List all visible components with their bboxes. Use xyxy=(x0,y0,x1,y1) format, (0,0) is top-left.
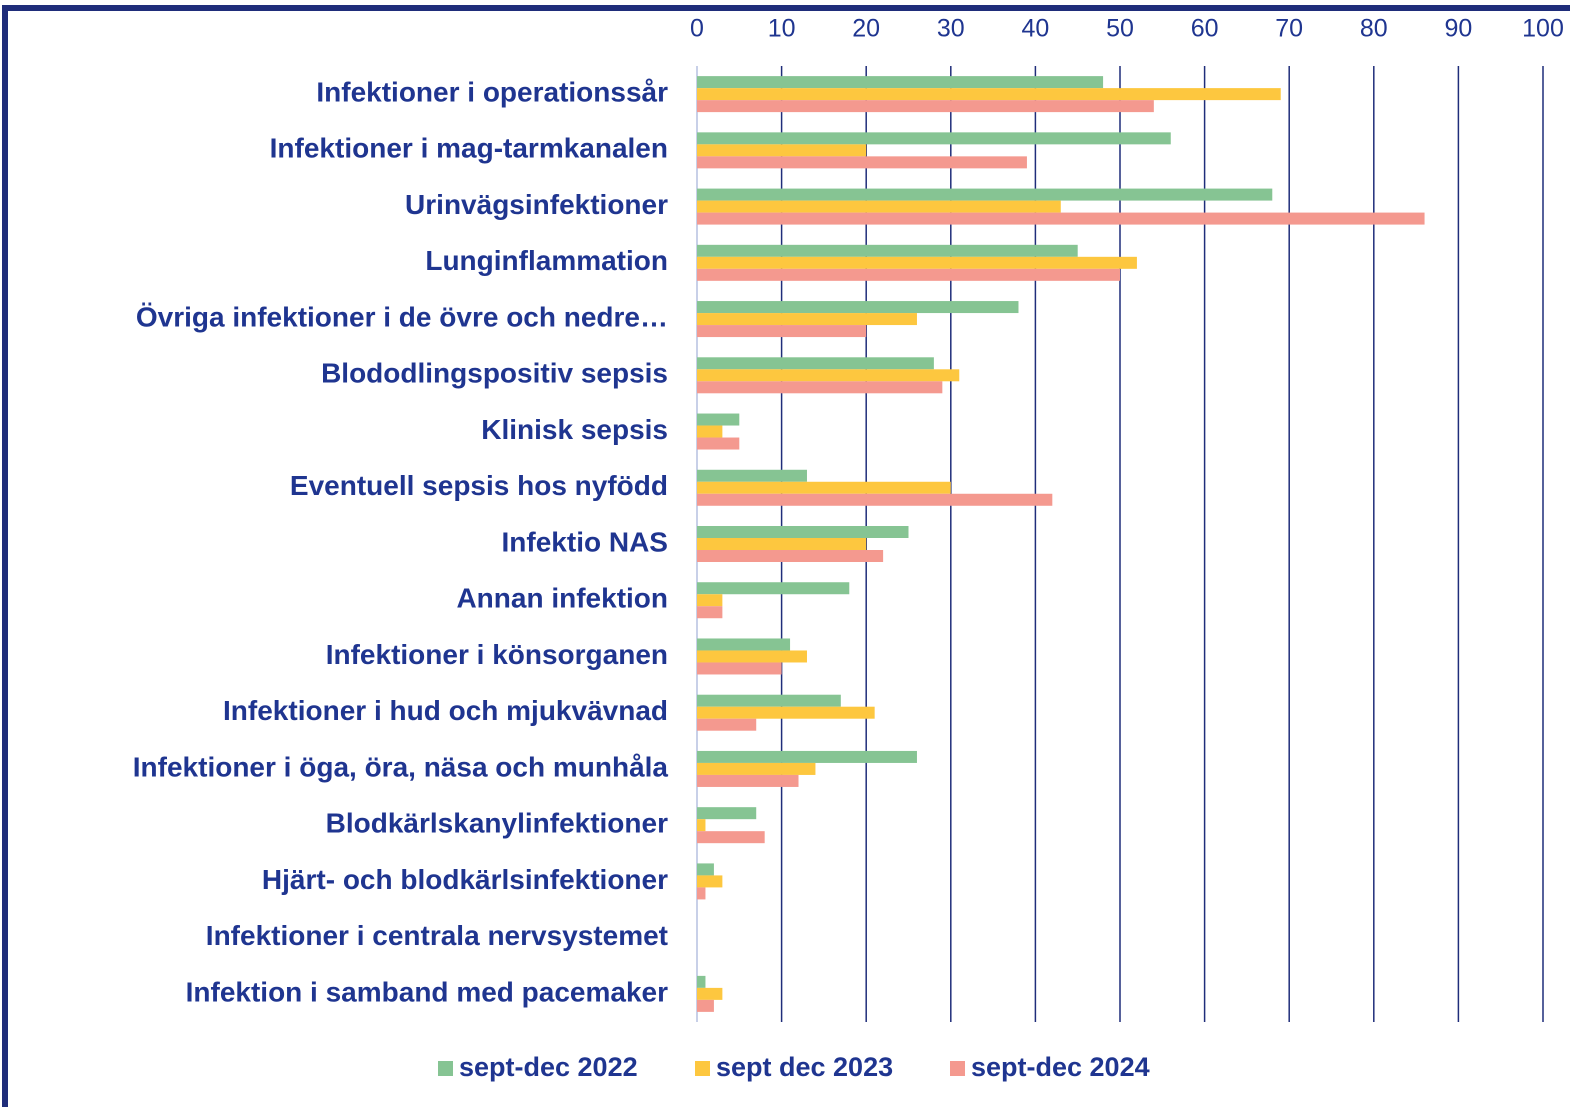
bar xyxy=(697,301,1019,314)
bar xyxy=(697,493,1053,506)
bar xyxy=(697,662,782,675)
bar xyxy=(697,481,951,494)
bar xyxy=(697,999,714,1012)
x-tick-label: 0 xyxy=(690,15,704,43)
legend-swatch xyxy=(695,1061,710,1076)
x-tick-label: 90 xyxy=(1444,15,1472,43)
x-tick-label: 10 xyxy=(768,15,796,43)
legend-label: sept-dec 2024 xyxy=(971,1052,1150,1082)
category-label: Infektioner i könsorganen xyxy=(326,639,668,670)
bar xyxy=(697,413,740,426)
category-label: Eventuell sepsis hos nyfödd xyxy=(290,470,668,501)
category-label: Övriga infektioner i de övre och nedre… xyxy=(136,301,668,332)
x-tick-label: 20 xyxy=(852,15,880,43)
bar xyxy=(697,76,1104,89)
legend-swatch xyxy=(438,1061,453,1076)
bar xyxy=(697,469,807,482)
bar xyxy=(697,200,1061,213)
category-label: Infektioner i hud och mjukvävnad xyxy=(223,695,668,726)
bar xyxy=(697,819,706,832)
bar xyxy=(697,594,723,607)
bar xyxy=(697,369,960,382)
x-tick-label: 60 xyxy=(1191,15,1219,43)
bar xyxy=(697,156,1027,169)
bar xyxy=(697,694,841,707)
category-label: Blodkärlskanylinfektioner xyxy=(326,808,668,839)
x-tick-label: 50 xyxy=(1106,15,1134,43)
bar xyxy=(697,987,723,1000)
bar xyxy=(697,718,757,731)
bar xyxy=(697,325,867,338)
bar xyxy=(697,863,714,876)
bar xyxy=(697,762,816,775)
bar xyxy=(697,144,867,157)
bar xyxy=(697,425,723,438)
bar xyxy=(697,268,1120,281)
category-label: Infektioner i operationssår xyxy=(316,77,668,108)
bar xyxy=(697,244,1078,257)
x-tick-label: 30 xyxy=(937,15,965,43)
bar xyxy=(697,582,850,595)
legend-label: sept dec 2023 xyxy=(716,1052,893,1082)
x-tick-label: 40 xyxy=(1021,15,1049,43)
bar xyxy=(697,188,1273,201)
bar xyxy=(697,526,909,538)
bar xyxy=(697,831,765,844)
bar xyxy=(697,132,1171,145)
frame xyxy=(2,5,1570,1107)
category-label: Infektioner i mag-tarmkanalen xyxy=(270,133,668,164)
x-tick-label: 100 xyxy=(1522,15,1564,43)
bar xyxy=(697,650,807,663)
bar xyxy=(697,774,799,787)
bar xyxy=(697,807,757,820)
bar xyxy=(697,975,706,988)
category-label: Infektioner i centrala nervsystemet xyxy=(206,920,668,951)
bar xyxy=(697,638,791,651)
bar xyxy=(697,606,723,619)
category-label: Infektion i samband med pacemaker xyxy=(186,976,668,1007)
category-label: Urinvägsinfektioner xyxy=(405,189,668,220)
category-label: Infektioner i öga, öra, näsa och munhåla xyxy=(133,751,669,782)
legend-swatch xyxy=(950,1061,965,1076)
bar xyxy=(697,437,740,450)
category-label: Lunginflammation xyxy=(425,245,668,276)
x-tick-label: 70 xyxy=(1275,15,1303,43)
bar xyxy=(697,212,1425,225)
bar xyxy=(697,887,706,900)
bar xyxy=(697,750,917,763)
bar xyxy=(697,357,934,370)
category-label: Blododlingspositiv sepsis xyxy=(321,358,668,389)
bar xyxy=(697,313,917,326)
bar xyxy=(697,100,1154,113)
bar xyxy=(697,538,867,550)
bar xyxy=(697,88,1281,101)
category-label: Hjärt- och blodkärlsinfektioner xyxy=(262,864,668,895)
bar xyxy=(697,706,875,719)
bar xyxy=(697,875,723,888)
bar xyxy=(697,256,1137,269)
category-label: Klinisk sepsis xyxy=(481,414,668,445)
x-tick-label: 80 xyxy=(1360,15,1388,43)
legend-label: sept-dec 2022 xyxy=(459,1052,638,1082)
bar xyxy=(697,550,884,562)
bar xyxy=(697,381,943,394)
category-label: Annan infektion xyxy=(456,583,668,614)
category-label: Infektio NAS xyxy=(502,526,668,557)
